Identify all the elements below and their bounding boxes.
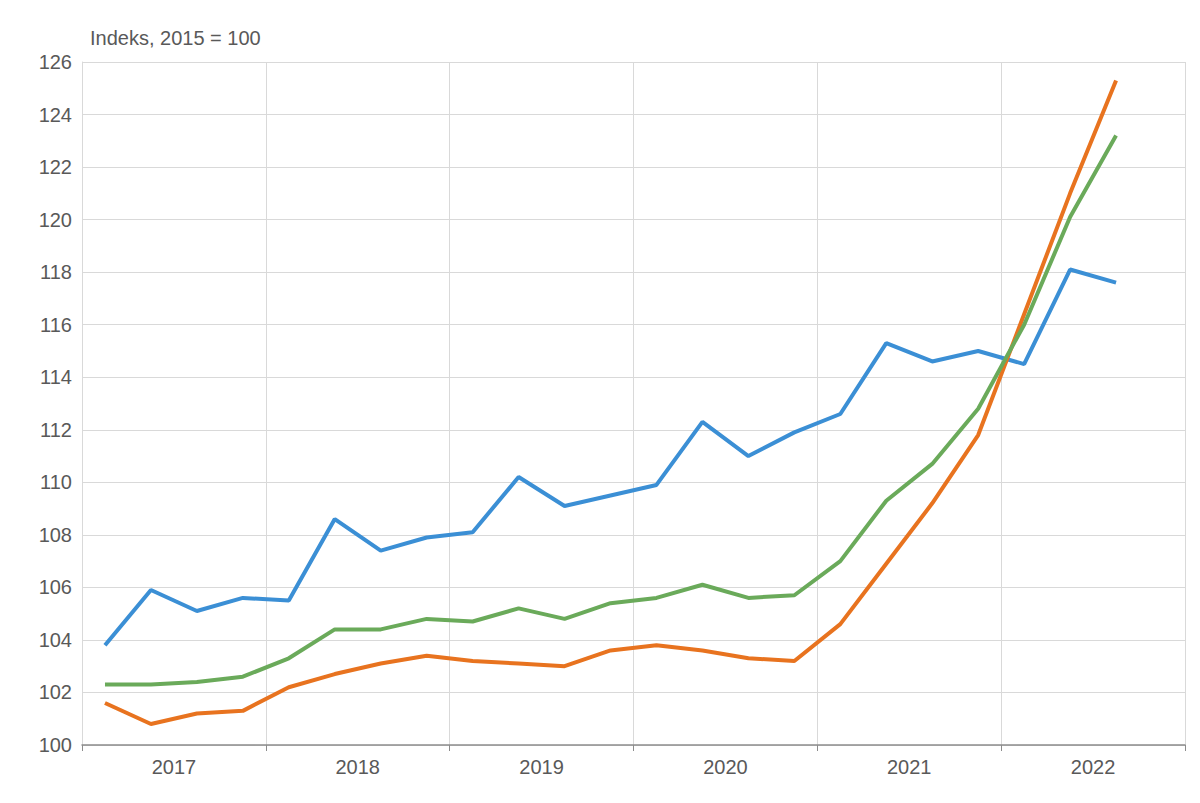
svg-text:112: 112 [40, 419, 72, 441]
svg-text:106: 106 [39, 576, 72, 598]
svg-text:108: 108 [39, 524, 72, 546]
svg-text:Indeks, 2015 = 100: Indeks, 2015 = 100 [90, 27, 261, 49]
svg-text:2022: 2022 [1071, 756, 1116, 778]
svg-text:122: 122 [39, 156, 72, 178]
svg-text:100: 100 [39, 734, 72, 756]
svg-text:104: 104 [39, 629, 72, 651]
svg-text:120: 120 [39, 209, 72, 231]
svg-text:114: 114 [40, 366, 72, 388]
svg-text:110: 110 [40, 471, 72, 493]
svg-text:2019: 2019 [519, 756, 564, 778]
svg-text:118: 118 [40, 261, 72, 283]
svg-text:2021: 2021 [887, 756, 932, 778]
svg-text:126: 126 [39, 51, 72, 73]
svg-text:2017: 2017 [152, 756, 197, 778]
svg-text:116: 116 [40, 314, 72, 336]
svg-text:102: 102 [39, 681, 72, 703]
svg-text:2018: 2018 [335, 756, 380, 778]
svg-text:124: 124 [39, 104, 72, 126]
svg-text:2020: 2020 [703, 756, 748, 778]
